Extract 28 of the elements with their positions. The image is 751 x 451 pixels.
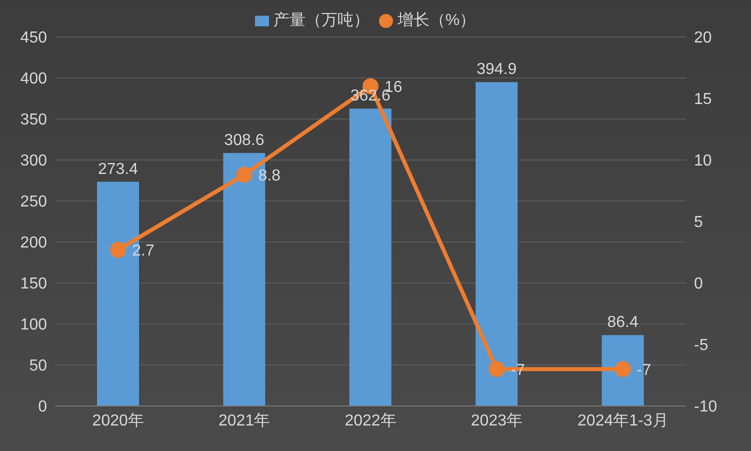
y-tick-label: 50 — [29, 358, 48, 375]
x-tick-label: 2022年 — [344, 412, 396, 430]
y-tick-label: 400 — [20, 70, 48, 88]
data-label: 394.9 — [476, 61, 517, 78]
y2-tick-label: 20 — [694, 30, 712, 47]
legend-label: 增长（%） — [397, 12, 476, 29]
data-label: 273.4 — [98, 160, 138, 178]
data-label: 86.4 — [607, 314, 638, 332]
y-tick-label: 100 — [20, 316, 48, 334]
data-label: 308.6 — [224, 132, 264, 149]
y2-tick-label: 15 — [694, 91, 712, 108]
y-tick-label: 250 — [20, 194, 48, 211]
x-tick-label: 2020年 — [92, 412, 144, 430]
y2-tick-label: 5 — [694, 214, 703, 232]
y-tick-label: 150 — [20, 276, 48, 293]
y-tick-label: 0 — [38, 398, 48, 416]
y2-tick-label: 0 — [694, 276, 703, 293]
y-tick-label: 450 — [20, 30, 48, 47]
y2-tick-label: -5 — [694, 337, 708, 354]
y2-tick-label: 10 — [694, 152, 712, 170]
legend-label: 产量（万吨） — [273, 12, 370, 29]
y-tick-label: 200 — [20, 234, 48, 252]
x-tick-label: 2023年 — [470, 412, 522, 430]
y-tick-label: 350 — [20, 112, 48, 129]
x-tick-label: 2024年1-3月 — [578, 412, 668, 430]
x-tick-label: 2021年 — [218, 412, 270, 430]
y-tick-label: 300 — [20, 152, 48, 170]
y2-tick-label: -10 — [694, 398, 718, 416]
